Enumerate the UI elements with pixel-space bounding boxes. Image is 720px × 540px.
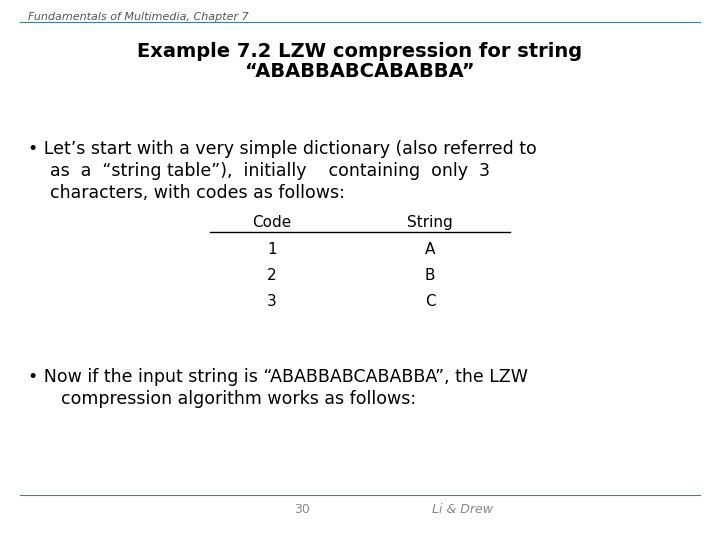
Text: 30: 30: [294, 503, 310, 516]
Text: Li & Drew: Li & Drew: [432, 503, 493, 516]
Text: B: B: [425, 268, 436, 283]
Text: 3: 3: [267, 294, 277, 309]
Text: C: C: [425, 294, 436, 309]
Text: Code: Code: [253, 215, 292, 230]
Text: 1: 1: [267, 242, 276, 257]
Text: characters, with codes as follows:: characters, with codes as follows:: [50, 184, 345, 202]
Text: A: A: [425, 242, 435, 257]
Text: • Let’s start with a very simple dictionary (also referred to: • Let’s start with a very simple diction…: [28, 140, 536, 158]
Text: Fundamentals of Multimedia, Chapter 7: Fundamentals of Multimedia, Chapter 7: [28, 12, 248, 22]
Text: 2: 2: [267, 268, 276, 283]
Text: • Now if the input string is “ABABBABCABABBA”, the LZW: • Now if the input string is “ABABBABCAB…: [28, 368, 528, 386]
Text: compression algorithm works as follows:: compression algorithm works as follows:: [50, 390, 416, 408]
Text: Example 7.2 LZW compression for string: Example 7.2 LZW compression for string: [138, 42, 582, 61]
Text: as  a  “string table”),  initially    containing  only  3: as a “string table”), initially containi…: [50, 162, 490, 180]
Text: String: String: [407, 215, 453, 230]
Text: “ABABBABCABABBA”: “ABABBABCABABBA”: [246, 62, 474, 81]
